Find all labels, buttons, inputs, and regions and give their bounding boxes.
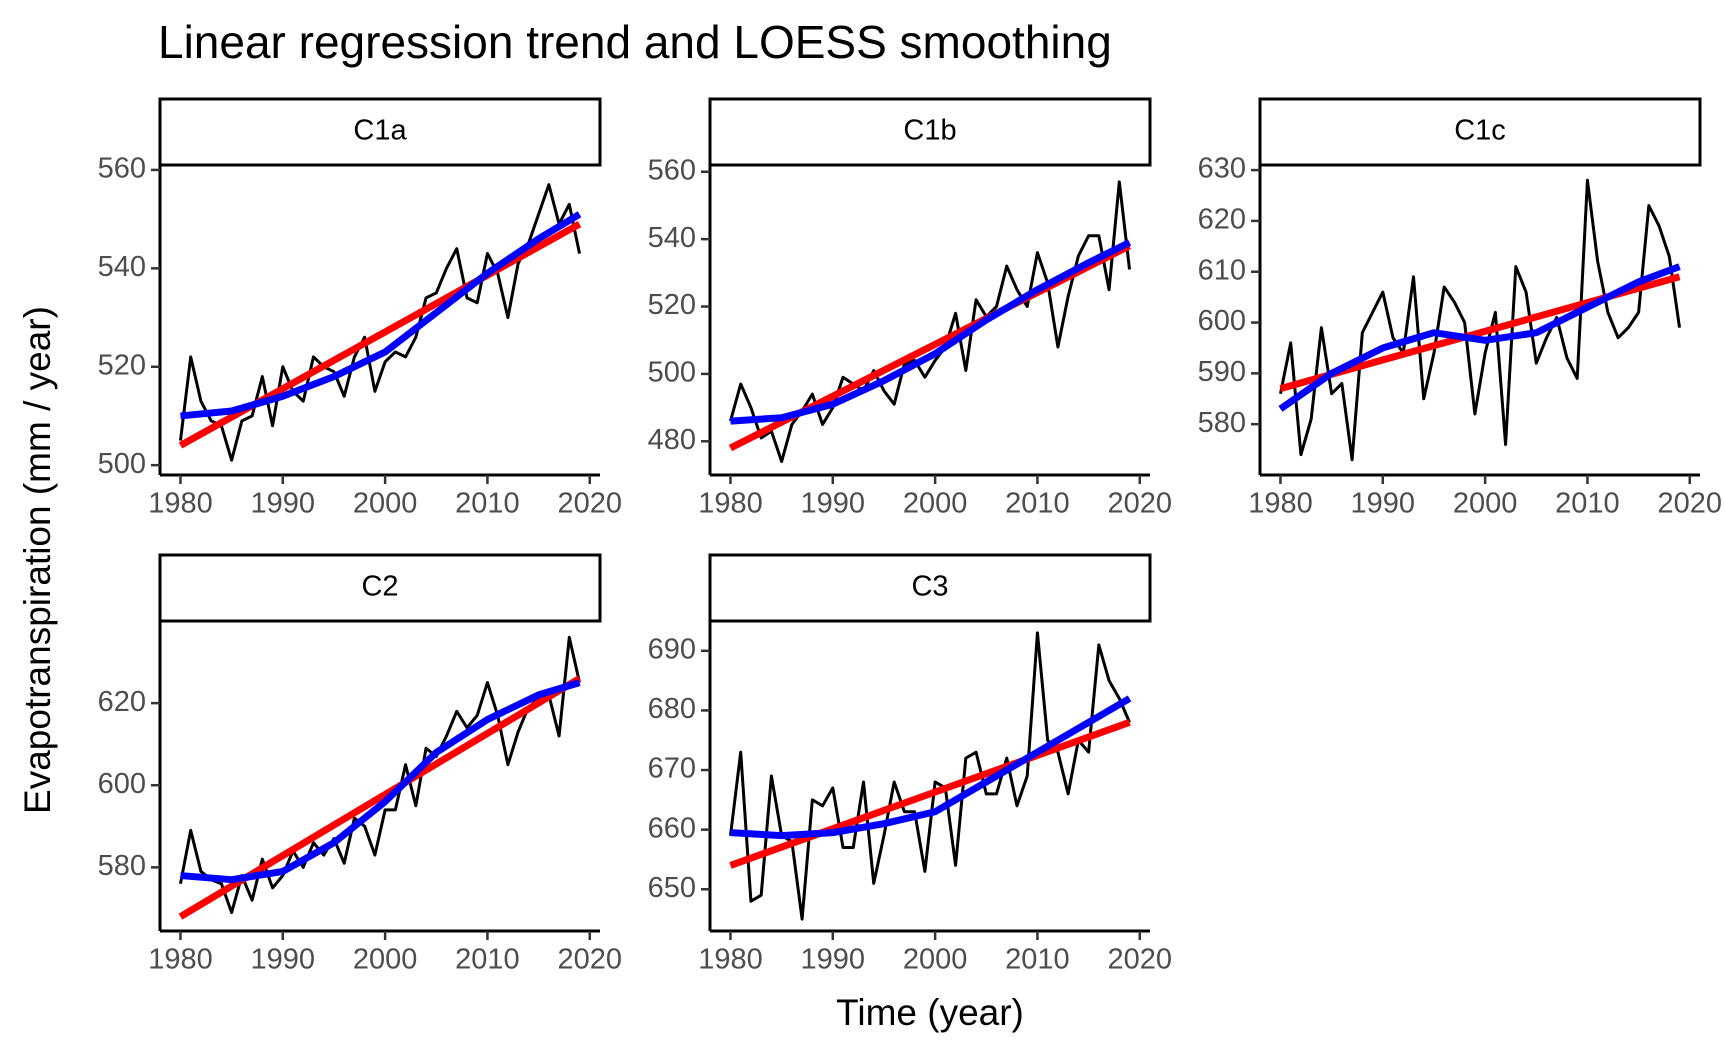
x-tick-label: 2020 (1658, 488, 1723, 520)
series-line (1278, 263, 1681, 412)
y-tick-label: 620 (98, 686, 146, 718)
x-tick-label: 2000 (353, 488, 418, 520)
y-tick-label: 580 (1198, 407, 1246, 439)
x-tick-label: 2000 (903, 944, 968, 976)
x-tick-label: 1990 (801, 944, 866, 976)
y-tick-label: 690 (648, 633, 696, 665)
x-tick-label: 2000 (1453, 488, 1518, 520)
y-tick-label: 500 (98, 448, 146, 480)
facet-title: C3 (911, 571, 948, 603)
x-tick-label: 1990 (251, 488, 316, 520)
series-line (728, 631, 1131, 921)
y-tick-label: 520 (98, 349, 146, 381)
series-line (730, 695, 1132, 840)
y-tick-label: 540 (648, 222, 696, 254)
y-tick-label: 580 (98, 850, 146, 882)
x-tick-label: 2000 (903, 488, 968, 520)
y-tick-label: 630 (1198, 153, 1246, 185)
series-line (178, 220, 582, 449)
y-tick-label: 560 (98, 153, 146, 185)
y-tick-label: 620 (1198, 204, 1246, 236)
facet-strip (1258, 97, 1702, 167)
y-tick-label: 560 (648, 154, 696, 186)
series-line (178, 635, 581, 915)
x-tick-label: 2020 (1108, 944, 1173, 976)
series-line (178, 183, 581, 462)
x-axis-label: Time (year) (836, 992, 1024, 1033)
x-tick-label: 1980 (1248, 488, 1313, 520)
facet-strip (158, 97, 602, 167)
y-tick-label: 600 (1198, 305, 1246, 337)
y-tick-label: 590 (1198, 356, 1246, 388)
facet-strip (158, 553, 602, 623)
y-tick-label: 520 (648, 289, 696, 321)
y-tick-label: 500 (648, 357, 696, 389)
facet-title: C1b (903, 115, 956, 147)
x-tick-label: 2020 (558, 944, 623, 976)
x-tick-label: 1980 (698, 488, 763, 520)
facet-title: C1c (1454, 115, 1506, 147)
x-tick-label: 1980 (148, 488, 213, 520)
x-tick-label: 2010 (1005, 488, 1070, 520)
y-tick-label: 650 (648, 872, 696, 904)
x-tick-label: 2010 (1555, 488, 1620, 520)
x-tick-label: 2020 (1108, 488, 1173, 520)
x-tick-label: 2010 (455, 488, 520, 520)
series-line (730, 239, 1132, 425)
chart-title: Linear regression trend and LOESS smooth… (158, 16, 1112, 68)
x-tick-label: 2010 (455, 944, 520, 976)
facet-title: C2 (361, 571, 398, 603)
x-tick-label: 2000 (353, 944, 418, 976)
y-tick-label: 600 (98, 768, 146, 800)
x-tick-label: 2020 (558, 488, 623, 520)
x-tick-label: 1980 (698, 944, 763, 976)
series-line (729, 719, 1131, 869)
y-axis-label: Evapotranspiration (mm / year) (17, 306, 58, 814)
series-line (180, 679, 581, 884)
x-tick-label: 1990 (801, 488, 866, 520)
series-line (180, 211, 582, 420)
y-tick-label: 480 (648, 424, 696, 456)
x-tick-label: 1990 (251, 944, 316, 976)
facet-strip (708, 553, 1152, 623)
facet-title: C1a (353, 115, 407, 147)
x-tick-label: 1990 (1351, 488, 1416, 520)
y-tick-label: 660 (648, 812, 696, 844)
y-tick-label: 610 (1198, 254, 1246, 286)
y-tick-label: 670 (648, 753, 696, 785)
facet-strip (708, 97, 1152, 167)
y-tick-label: 540 (98, 251, 146, 283)
y-tick-label: 680 (648, 693, 696, 725)
x-tick-label: 1980 (148, 944, 213, 976)
series-line (1278, 178, 1682, 462)
x-tick-label: 2010 (1005, 944, 1070, 976)
